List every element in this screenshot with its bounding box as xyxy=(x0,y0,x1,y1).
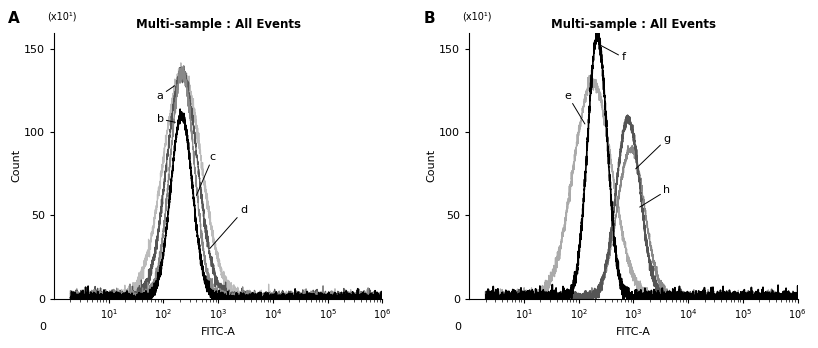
Text: 0: 0 xyxy=(454,323,461,332)
Text: d: d xyxy=(209,205,247,248)
Y-axis label: Count: Count xyxy=(426,149,436,182)
Text: f: f xyxy=(599,44,625,63)
Text: (x10¹): (x10¹) xyxy=(463,12,492,22)
Text: g: g xyxy=(636,134,670,169)
Text: (x10¹): (x10¹) xyxy=(47,12,77,22)
Text: a: a xyxy=(156,86,174,101)
Y-axis label: Count: Count xyxy=(11,149,21,182)
X-axis label: FITC-A: FITC-A xyxy=(616,327,651,337)
X-axis label: FITC-A: FITC-A xyxy=(200,327,236,337)
Text: B: B xyxy=(423,11,435,26)
Text: A: A xyxy=(8,11,20,26)
Text: 0: 0 xyxy=(39,323,46,332)
Title: Multi-sample : All Events: Multi-sample : All Events xyxy=(551,18,716,31)
Text: h: h xyxy=(640,185,670,207)
Text: c: c xyxy=(196,152,216,196)
Text: b: b xyxy=(156,114,175,124)
Text: e: e xyxy=(564,91,585,124)
Title: Multi-sample : All Events: Multi-sample : All Events xyxy=(136,18,301,31)
